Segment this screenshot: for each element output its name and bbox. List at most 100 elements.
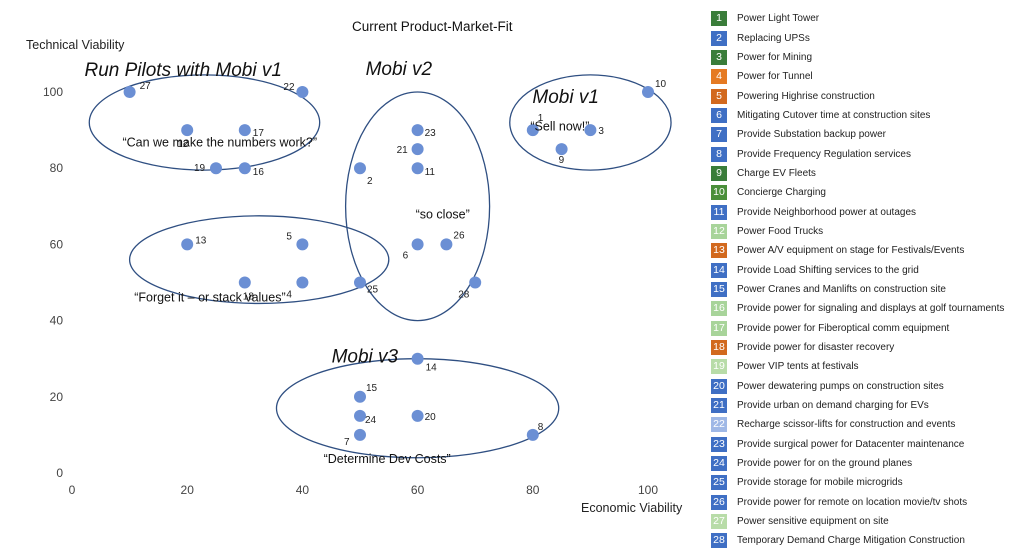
group-title: Run Pilots with Mobi v1 — [84, 60, 281, 81]
legend-number-badge: 19 — [711, 359, 727, 375]
data-points: 1234567891011121314151617181920212223242… — [123, 79, 667, 448]
y-tick-label: 40 — [50, 314, 64, 328]
data-point-20 — [411, 409, 424, 422]
data-point-23 — [411, 124, 424, 137]
group-ellipse — [88, 74, 321, 171]
data-point-28 — [469, 276, 482, 289]
legend-label: Power Light Tower — [737, 13, 820, 25]
legend-item: 13 Power A/V equipment on stage for Festi… — [711, 241, 1016, 260]
legend-number-badge: 13 — [711, 243, 727, 259]
legend-label: Power Cranes and Manlifts on constructio… — [737, 283, 946, 295]
data-point-7 — [354, 428, 366, 441]
legend-item: 20 Power dewatering pumps on construction… — [711, 377, 1016, 396]
legend-label: Power dewatering pumps on construction s… — [737, 380, 944, 392]
data-point-label: 23 — [425, 128, 437, 139]
legend-item: 24 Provide power for on the ground planes — [711, 454, 1016, 473]
group-ellipse — [344, 91, 491, 322]
legend-label: Temporary Demand Charge Mitigation Const… — [737, 535, 965, 547]
legend-number-badge: 24 — [711, 456, 727, 472]
data-point-11 — [411, 162, 424, 175]
legend-label: Provide power for disaster recovery — [737, 342, 895, 354]
data-point-label: 15 — [366, 383, 378, 394]
x-axis-ticks: 0 20 40 60 80 100 — [69, 483, 659, 497]
legend: 1 Power Light Tower 2 Replacing UPSs 3 Power … — [711, 9, 1016, 551]
legend-label: Provide Substation backup power — [737, 129, 886, 141]
data-point-label: 5 — [286, 231, 292, 242]
legend-number-badge: 27 — [711, 514, 727, 530]
y-axis-ticks: 0 20 40 60 80 100 — [43, 85, 63, 480]
legend-label: Provide Neighborhood power at outages — [737, 206, 917, 218]
data-point-17 — [238, 124, 251, 137]
data-point-label: 20 — [425, 412, 437, 423]
legend-label: Mitigating Cutover time at construction … — [737, 109, 931, 121]
legend-item: 14 Provide Load Shifting services to the … — [711, 260, 1016, 279]
data-point-label: 22 — [283, 82, 295, 93]
data-point-8 — [526, 428, 539, 441]
data-point-13 — [181, 238, 194, 251]
x-tick-label: 80 — [526, 483, 540, 497]
chart-title: Current Product-Market-Fit — [352, 19, 513, 34]
data-point-3 — [584, 124, 597, 137]
legend-item: 22 Recharge scissor-lifts for constructio… — [711, 415, 1016, 434]
data-point-1 — [526, 124, 539, 137]
legend-number-badge: 1 — [711, 11, 727, 27]
legend-item: 2 Replacing UPSs — [711, 28, 1016, 47]
legend-item: 15 Power Cranes and Manlifts on construct… — [711, 280, 1016, 299]
y-tick-label: 60 — [50, 237, 64, 251]
group-ellipse — [509, 74, 672, 171]
data-point-6 — [411, 238, 424, 251]
legend-item: 27 Power sensitive equipment on site — [711, 512, 1016, 531]
x-tick-label: 0 — [69, 483, 76, 497]
data-point-label: 25 — [367, 285, 379, 296]
legend-label: Provide power for on the ground planes — [737, 458, 913, 470]
y-axis-title: Technical Viability — [26, 38, 125, 52]
legend-number-badge: 4 — [711, 69, 727, 85]
group-title: Mobi v1 — [532, 87, 599, 108]
legend-label: Charge EV Fleets — [737, 167, 816, 179]
legend-number-badge: 22 — [711, 417, 727, 433]
legend-number-badge: 3 — [711, 49, 727, 65]
legend-label: Provide power for Fiberoptical comm equi… — [737, 322, 950, 334]
group-annotations: “Can we make the numbers work?” Run Pilot… — [84, 59, 598, 466]
legend-number-badge: 9 — [711, 165, 727, 181]
group-title: Mobi v2 — [366, 59, 433, 80]
data-point-label: 9 — [559, 155, 565, 166]
y-tick-label: 20 — [50, 390, 64, 404]
legend-number-badge: 26 — [711, 494, 727, 510]
legend-item: 1 Power Light Tower — [711, 9, 1016, 28]
legend-label: Provide storage for mobile microgrids — [737, 477, 903, 489]
legend-label: Recharge scissor-lifts for construction … — [737, 419, 956, 431]
y-tick-label: 80 — [50, 161, 64, 175]
group-ellipse — [275, 358, 560, 459]
data-point-label: 11 — [425, 167, 436, 178]
y-tick-label: 0 — [56, 466, 63, 480]
group-title: Mobi v3 — [332, 347, 399, 368]
legend-item: 7 Provide Substation backup power — [711, 125, 1016, 144]
x-tick-label: 100 — [638, 483, 658, 497]
data-point-24 — [354, 409, 366, 422]
data-point-label: 14 — [426, 363, 438, 374]
legend-item: 25 Provide storage for mobile microgrids — [711, 473, 1016, 492]
legend-item: 28 Temporary Demand Charge Mitigation Con… — [711, 531, 1016, 550]
legend-item: 18 Provide power for disaster recovery — [711, 338, 1016, 357]
group-ellipses — [88, 74, 672, 459]
group-quote: “Determine Dev Costs” — [324, 452, 451, 466]
legend-label: Provide Frequency Regulation services — [737, 148, 911, 160]
legend-label: Provide power for remote on location mov… — [737, 496, 968, 508]
legend-item: 12 Power Food Trucks — [711, 222, 1016, 241]
legend-number-badge: 16 — [711, 301, 727, 317]
legend-item: 3 Power for Mining — [711, 48, 1016, 67]
data-point-label: 18 — [243, 292, 255, 303]
data-point-label: 3 — [598, 126, 604, 137]
data-point-label: 6 — [403, 250, 409, 261]
legend-label: Power Food Trucks — [737, 225, 824, 237]
data-point-label: 8 — [538, 422, 544, 433]
legend-label: Provide Load Shifting services to the gr… — [737, 264, 919, 276]
data-point-9 — [555, 143, 568, 156]
legend-number-badge: 17 — [711, 320, 727, 336]
legend-number-badge: 15 — [711, 281, 727, 297]
group-quote: “Can we make the numbers work?” — [122, 135, 317, 149]
data-point-label: 1 — [538, 113, 544, 124]
data-point-12 — [181, 124, 194, 137]
